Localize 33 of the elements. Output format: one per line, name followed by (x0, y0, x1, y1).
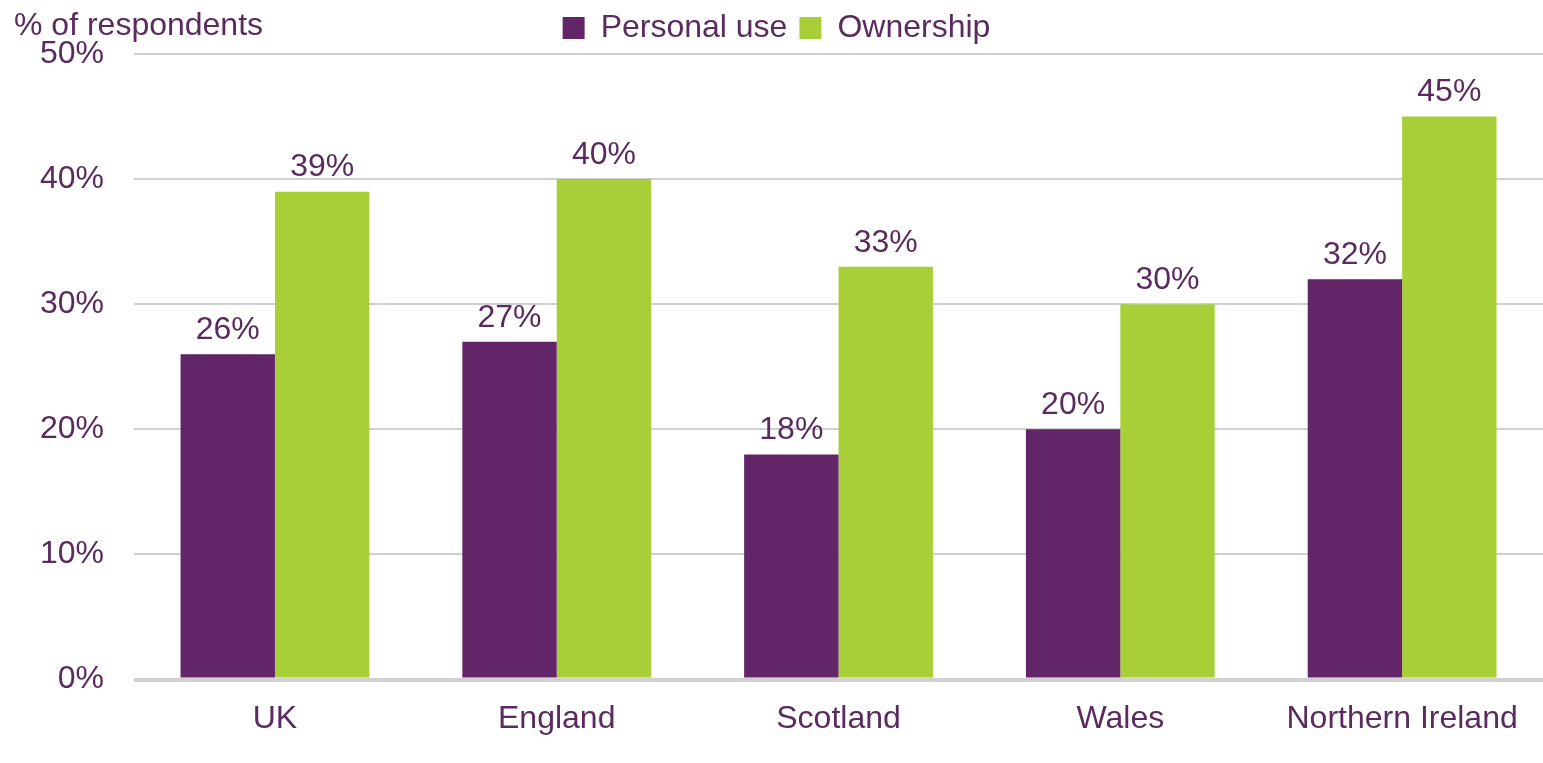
bar (1402, 116, 1497, 678)
x-tick-label: UK (252, 698, 298, 735)
x-tick-label: England (498, 698, 616, 735)
bar (1307, 279, 1403, 678)
data-label: 32% (1322, 235, 1387, 272)
bar (556, 179, 652, 678)
data-label: 26% (195, 310, 260, 347)
x-tick-label: Northern Ireland (1286, 698, 1518, 735)
data-label: 33% (853, 222, 918, 259)
data-label: 18% (759, 410, 824, 447)
bar (838, 266, 933, 678)
x-tick-label: Wales (1076, 698, 1165, 735)
x-tick-label: Scotland (776, 698, 901, 735)
bar (1025, 429, 1121, 678)
data-label: 40% (571, 134, 636, 171)
data-label: 45% (1417, 72, 1482, 109)
bar (462, 341, 557, 678)
bar (274, 191, 370, 678)
legend-label: Personal use (600, 7, 788, 44)
y-tick-label: 10% (40, 534, 105, 571)
y-tick-label: 30% (40, 284, 105, 321)
y-tick-label: 0% (57, 659, 105, 696)
bar (744, 454, 839, 678)
y-tick-label: 20% (40, 409, 105, 446)
bar (180, 354, 275, 678)
data-label: 30% (1135, 260, 1200, 297)
bar (1120, 304, 1215, 678)
y-tick-label: 40% (40, 158, 105, 195)
legend-label: Ownership (837, 7, 991, 44)
data-label: 39% (290, 147, 355, 184)
y-axis-title: % of respondents (14, 5, 264, 42)
data-label: 27% (477, 297, 542, 334)
data-label: 20% (1041, 385, 1106, 422)
